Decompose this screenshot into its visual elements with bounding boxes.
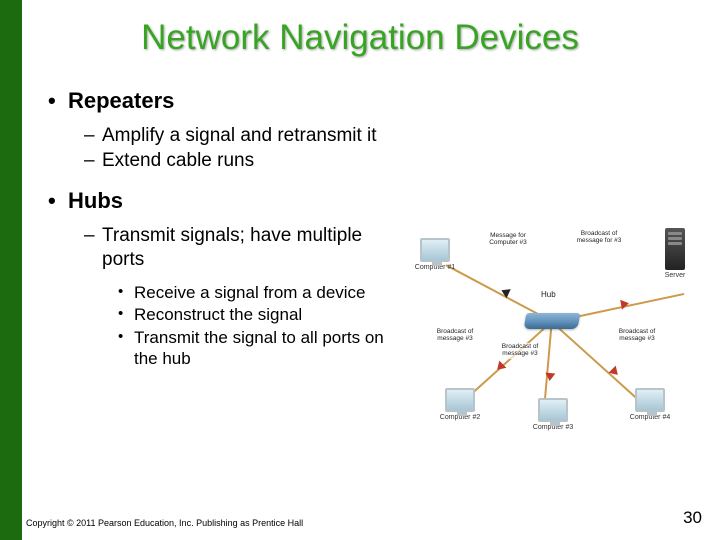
hub-label: Hub — [541, 290, 556, 299]
sub-bullet: Amplify a signal and retransmit it — [42, 124, 387, 147]
callout: Broadcast of message #3 — [495, 343, 545, 359]
arrow-icon — [609, 366, 622, 379]
callout: Broadcast of message #3 — [612, 328, 662, 344]
callout: Message for Computer #3 — [482, 232, 534, 248]
monitor-icon — [420, 238, 450, 262]
hub-network-diagram: Hub Computer #1 Server Computer #2 Compu… — [400, 228, 700, 448]
callout: Broadcast of message for #3 — [570, 230, 628, 246]
monitor-icon — [538, 398, 568, 422]
computer-node: Computer #4 — [625, 388, 675, 421]
page-number: 30 — [683, 508, 702, 528]
hub-icon — [524, 313, 581, 329]
arrow-icon — [499, 286, 510, 298]
callout: Broadcast of message #3 — [430, 328, 480, 344]
sub-bullet: Extend cable runs — [42, 149, 387, 172]
cable — [544, 322, 552, 400]
slide-title: Network Navigation Devices — [0, 18, 720, 58]
monitor-icon — [635, 388, 665, 412]
subsub-bullet: Receive a signal from a device — [42, 283, 387, 304]
sub-bullet: Transmit signals; have multiple ports — [42, 224, 387, 270]
tower-icon — [665, 228, 685, 270]
copyright-text: Copyright © 2011 Pearson Education, Inc.… — [26, 518, 303, 528]
subsub-bullet: Reconstruct the signal — [42, 305, 387, 326]
computer-node: Computer #2 — [435, 388, 485, 421]
arrow-icon — [620, 298, 630, 309]
arrow-icon — [545, 373, 556, 382]
computer-node: Computer #3 — [528, 398, 578, 431]
monitor-icon — [445, 388, 475, 412]
node-label: Server — [655, 272, 695, 279]
subsub-bullet: Transmit the signal to all ports on the … — [42, 328, 387, 369]
bullet-hubs: Hubs — [42, 188, 387, 214]
server-node: Server — [655, 228, 695, 279]
bullet-repeaters: Repeaters — [42, 88, 387, 114]
content-area: Repeaters Amplify a signal and retransmi… — [42, 88, 387, 372]
computer-node: Computer #1 — [410, 238, 460, 271]
accent-bar — [0, 0, 22, 540]
